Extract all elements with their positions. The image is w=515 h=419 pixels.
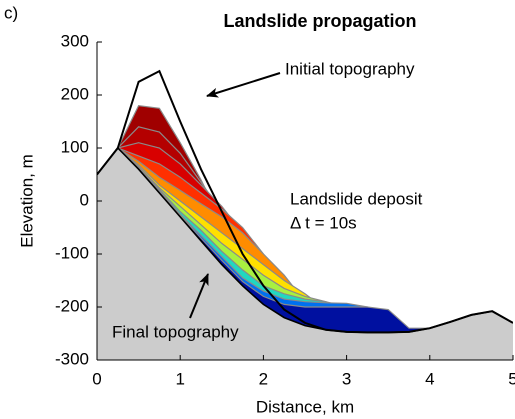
x-axis-label: Distance, km bbox=[256, 397, 354, 416]
chart: c) Landslide propagation Distance, km El… bbox=[0, 0, 515, 419]
x-tick-label: 4 bbox=[425, 369, 434, 388]
y-axis-label: Elevation, m bbox=[17, 154, 36, 248]
page: {"chart_data": { "type": "area", "panel_… bbox=[0, 0, 515, 419]
x-tick-label: 2 bbox=[259, 369, 268, 388]
x-tick-label: 5 bbox=[508, 369, 515, 388]
annotation: Δ t = 10s bbox=[290, 213, 357, 232]
panel-label: c) bbox=[4, 3, 18, 22]
annotation: Landslide deposit bbox=[290, 189, 423, 208]
x-tick-label: 1 bbox=[175, 369, 184, 388]
y-tick-label: 100 bbox=[61, 137, 89, 156]
x-tick-label: 3 bbox=[342, 369, 351, 388]
x-tick-label: 0 bbox=[92, 369, 101, 388]
y-tick-label: -200 bbox=[55, 296, 89, 315]
y-tick-label: 300 bbox=[61, 31, 89, 50]
chart-title: Landslide propagation bbox=[223, 11, 416, 31]
y-tick-label: -100 bbox=[55, 243, 89, 262]
y-tick-label: -300 bbox=[55, 349, 89, 368]
y-tick-label: 200 bbox=[61, 84, 89, 103]
annotation-arrow bbox=[207, 73, 280, 96]
y-tick-label: 0 bbox=[80, 190, 89, 209]
annotation: Final topography bbox=[112, 322, 239, 341]
annotation: Initial topography bbox=[285, 59, 415, 78]
